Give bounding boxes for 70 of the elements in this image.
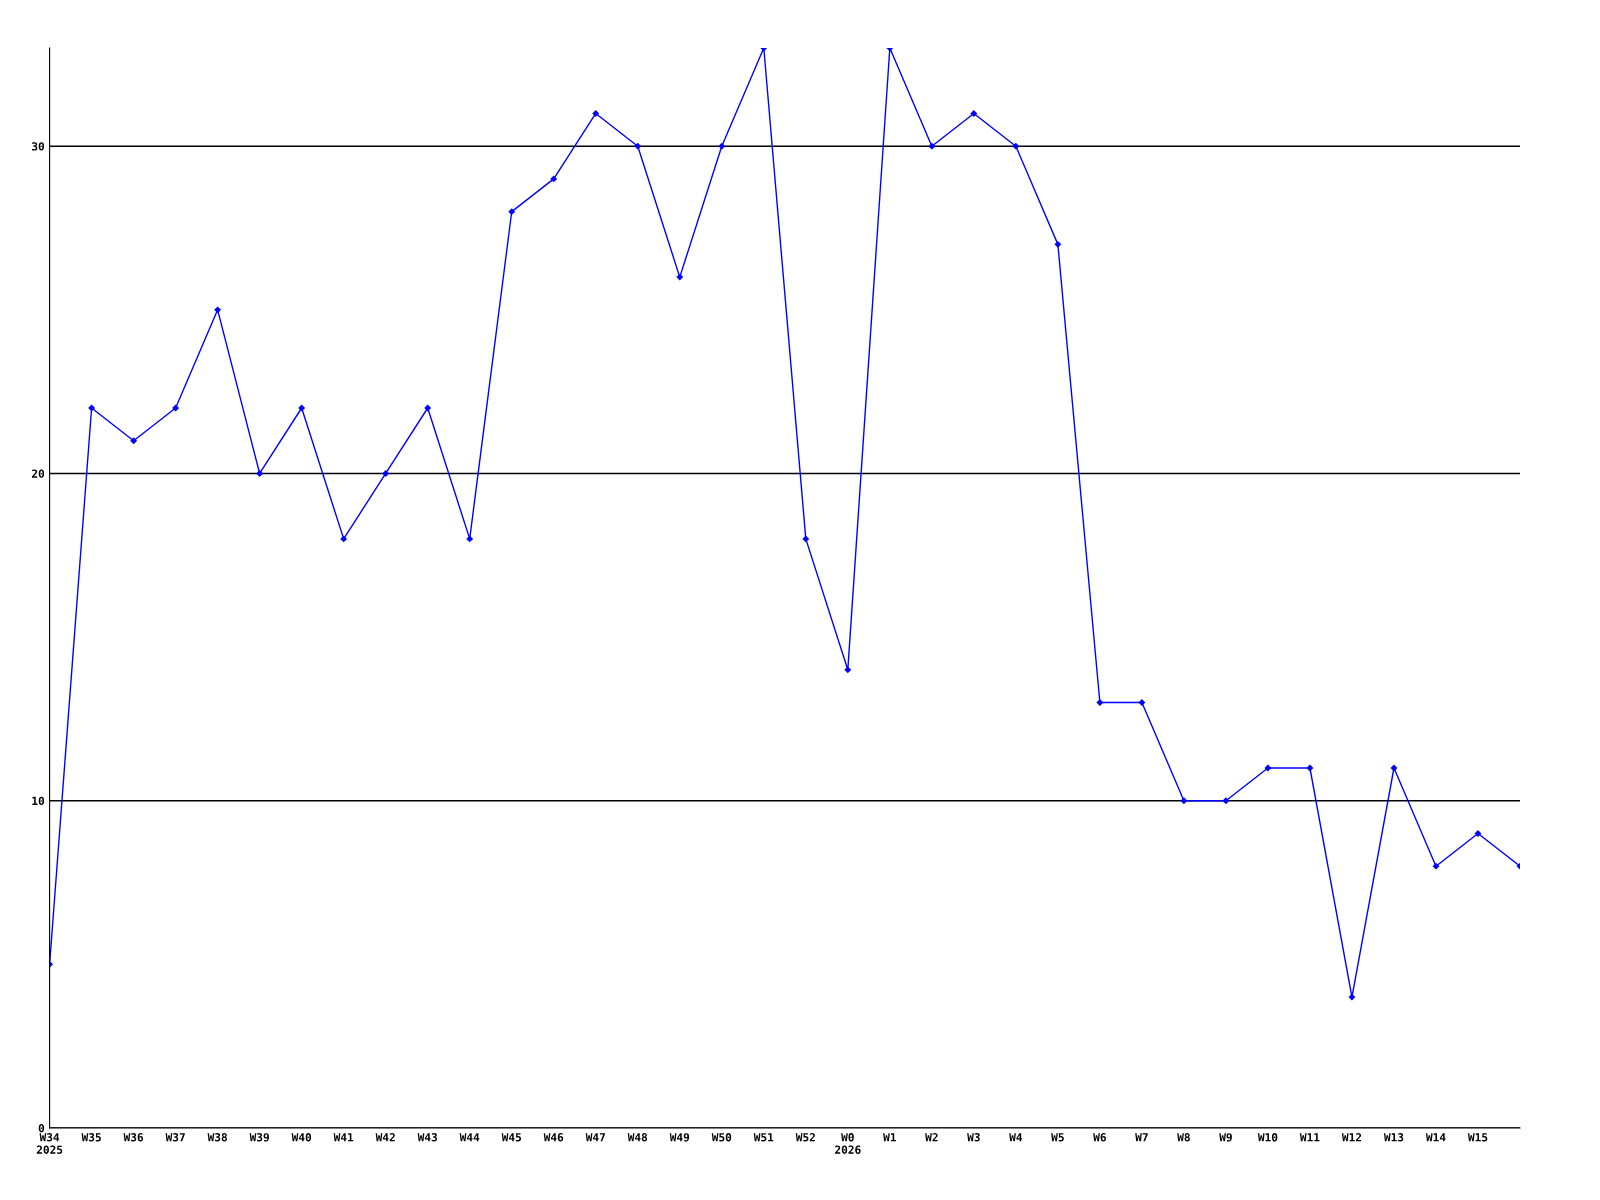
x-tick-label: W5 bbox=[1051, 1133, 1064, 1142]
x-tick-label: W39 bbox=[249, 1133, 269, 1142]
point bbox=[1390, 764, 1398, 772]
point bbox=[466, 535, 473, 543]
point bbox=[718, 143, 725, 150]
x-tick-label: W46 bbox=[543, 1133, 564, 1142]
x-tick-label: W1 bbox=[883, 1133, 896, 1142]
point bbox=[1180, 797, 1188, 804]
point bbox=[1306, 764, 1314, 772]
point bbox=[592, 110, 599, 117]
x-tick-label: W12 bbox=[1341, 1133, 1362, 1142]
point bbox=[214, 306, 221, 313]
point bbox=[256, 470, 263, 477]
point bbox=[1054, 241, 1062, 248]
x-tick-label: W51 bbox=[753, 1133, 774, 1142]
x-tick-label: W15 bbox=[1467, 1133, 1488, 1142]
y-tick-label: 10 bbox=[32, 796, 45, 806]
x-tick-label: W45 bbox=[501, 1133, 522, 1142]
point bbox=[550, 175, 557, 183]
x-tick-label: W42 bbox=[375, 1133, 395, 1142]
point bbox=[1432, 863, 1440, 870]
x-tick-label: W13 bbox=[1383, 1133, 1404, 1142]
x-tick-label: W49 bbox=[669, 1133, 690, 1142]
x-tick-label: W2 bbox=[925, 1133, 938, 1142]
x-tick-label: W9 bbox=[1219, 1133, 1232, 1142]
x-tick-label: W6 bbox=[1093, 1133, 1106, 1142]
point bbox=[1096, 699, 1104, 706]
point bbox=[634, 143, 641, 150]
x-tick-label: W11 bbox=[1299, 1133, 1320, 1142]
point bbox=[508, 208, 515, 215]
point bbox=[424, 404, 431, 412]
point bbox=[1222, 797, 1230, 804]
point bbox=[1264, 764, 1272, 772]
point bbox=[802, 535, 809, 543]
y-tick-label: 0 bbox=[38, 1123, 45, 1133]
x-tick-label: W48 bbox=[627, 1133, 648, 1142]
point bbox=[88, 404, 95, 412]
x-tick-label: W50 bbox=[711, 1133, 732, 1142]
x-tick-label: W34 2025 bbox=[36, 1133, 63, 1154]
point bbox=[676, 273, 683, 281]
x-tick-label: W41 bbox=[333, 1133, 354, 1142]
point bbox=[172, 404, 179, 412]
point bbox=[298, 404, 305, 412]
x-tick-label: W40 bbox=[291, 1133, 312, 1142]
point bbox=[844, 666, 851, 673]
x-tick-label: W35 bbox=[81, 1133, 101, 1142]
x-tick-label: W7 bbox=[1135, 1133, 1148, 1142]
x-tick-label: W38 bbox=[207, 1133, 227, 1142]
y-tick-label: 20 bbox=[31, 469, 45, 478]
point bbox=[382, 470, 389, 477]
x-tick-label: W0 2026 bbox=[835, 1133, 861, 1154]
x-tick-label: W10 bbox=[1257, 1133, 1278, 1142]
point bbox=[928, 143, 935, 150]
x-tick-label: W36 bbox=[123, 1133, 144, 1142]
point bbox=[130, 437, 137, 444]
x-tick-label: W47 bbox=[585, 1133, 605, 1142]
point bbox=[340, 535, 347, 543]
x-tick-label: W52 bbox=[795, 1133, 815, 1142]
point bbox=[1138, 699, 1146, 706]
y-tick-label: 30 bbox=[32, 142, 45, 151]
x-tick-label: W8 bbox=[1177, 1133, 1190, 1142]
point bbox=[970, 110, 978, 117]
x-tick-label: W14 bbox=[1425, 1133, 1446, 1142]
x-tick-label: W3 bbox=[967, 1133, 980, 1142]
x-tick-label: W44 bbox=[459, 1133, 480, 1142]
x-tick-label: W37 bbox=[165, 1133, 185, 1142]
x-tick-label: W4 bbox=[1009, 1133, 1023, 1142]
point bbox=[1012, 143, 1020, 150]
x-tick-label: W43 bbox=[417, 1133, 438, 1142]
point bbox=[1348, 993, 1356, 1001]
